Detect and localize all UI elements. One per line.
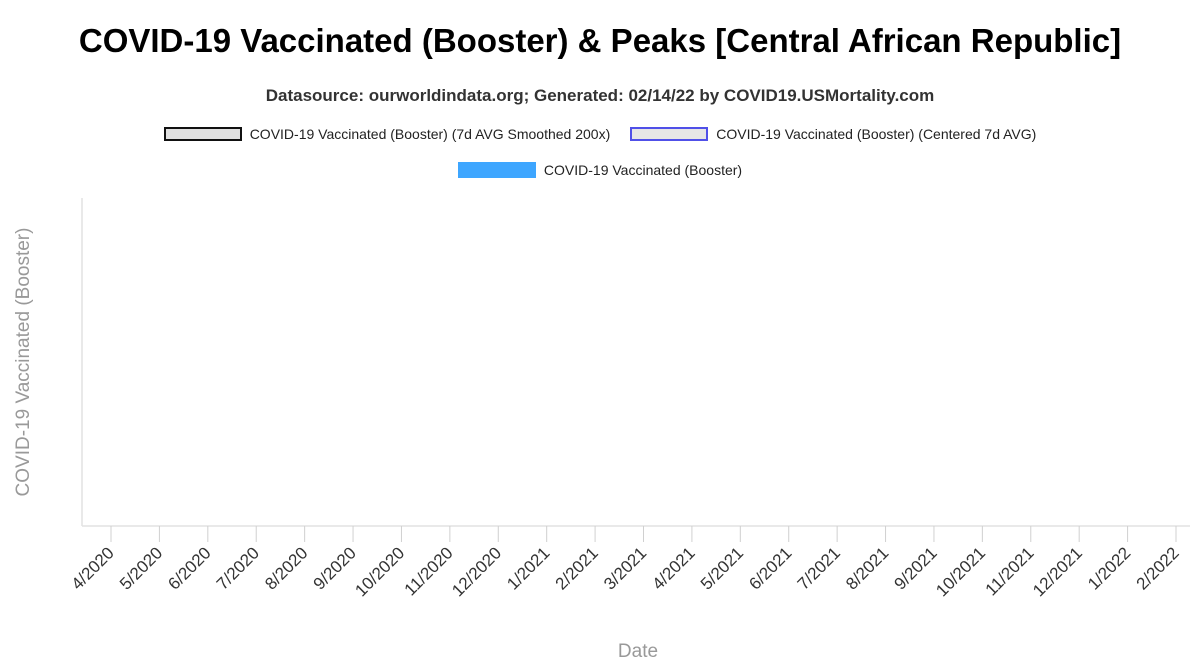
x-tick-label: 6/2021 (745, 543, 795, 593)
y-axis-label: COVID-19 Vaccinated (Booster) (13, 228, 34, 497)
x-tick-label: 5/2020 (116, 543, 166, 593)
legend-label-daily: COVID-19 Vaccinated (Booster) (543, 162, 743, 178)
x-tick-label: 4/2021 (649, 543, 699, 593)
legend-row-2: COVID-19 Vaccinated (Booster) (0, 162, 1200, 178)
legend-row-1: COVID-19 Vaccinated (Booster) (7d AVG Sm… (0, 126, 1200, 142)
x-axis-label: Date (618, 641, 658, 662)
x-tick-label: 2/2021 (552, 543, 602, 593)
legend-label-centered: COVID-19 Vaccinated (Booster) (Centered … (716, 126, 1037, 142)
x-tick-label: 7/2021 (794, 543, 844, 593)
chart-subtitle: Datasource: ourworldindata.org; Generate… (265, 86, 935, 105)
legend-swatch-daily (457, 162, 536, 178)
legend-item-smoothed[interactable]: COVID-19 Vaccinated (Booster) (7d AVG Sm… (163, 126, 611, 142)
x-tick-label: 4/2020 (68, 543, 118, 593)
legend-label-smoothed: COVID-19 Vaccinated (Booster) (7d AVG Sm… (249, 126, 611, 142)
x-tick-label: 10/2021 (932, 543, 989, 600)
x-tick-label: 6/2020 (164, 543, 214, 593)
x-tick-label: 3/2021 (600, 543, 650, 593)
x-tick-label: 12/2021 (1029, 543, 1086, 600)
chart-title: COVID-19 Vaccinated (Booster) & Peaks [C… (78, 22, 1122, 59)
x-tick-label: 8/2021 (842, 543, 892, 593)
legend-swatch-smoothed (163, 127, 242, 141)
x-tick-label: 1/2022 (1084, 543, 1134, 593)
x-tick-label: 2/2022 (1133, 543, 1183, 593)
x-tick-label: 12/2020 (448, 543, 505, 600)
legend-item-centered[interactable]: COVID-19 Vaccinated (Booster) (Centered … (630, 126, 1036, 142)
x-tick-label: 8/2020 (261, 543, 311, 593)
legend-item-daily[interactable]: COVID-19 Vaccinated (Booster) (457, 162, 743, 178)
x-tick-label: 10/2020 (351, 543, 408, 600)
x-tick-label: 11/2021 (982, 543, 1038, 599)
x-tick-label: 7/2020 (213, 543, 263, 593)
x-tick-label: 1/2021 (503, 543, 553, 593)
legend-swatch-centered (630, 127, 709, 141)
x-tick-label: 5/2021 (697, 543, 747, 593)
x-tick-label: 11/2020 (401, 543, 457, 599)
